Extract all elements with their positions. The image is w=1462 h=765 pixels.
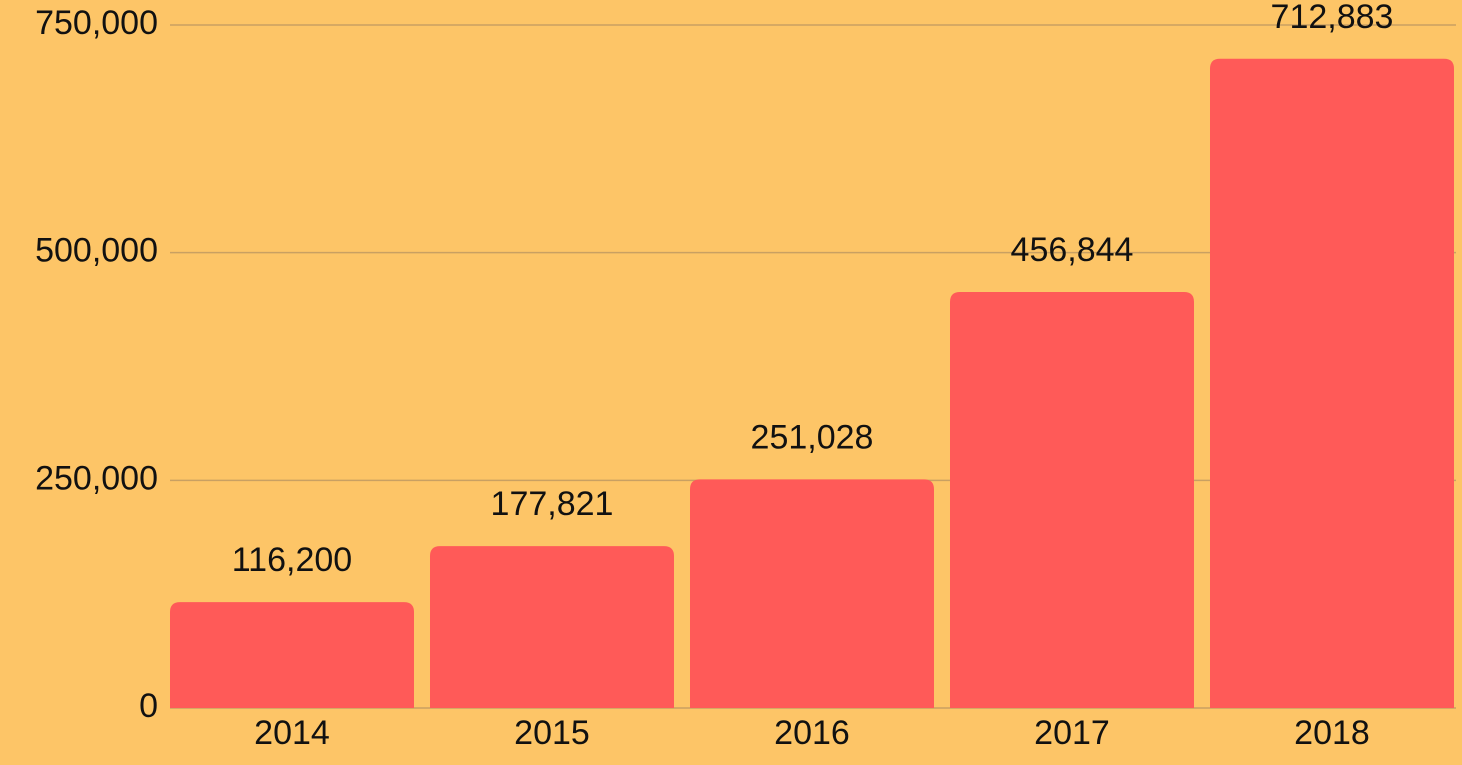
- bar: [950, 291, 1194, 708]
- x-tick-label: 2018: [1294, 714, 1370, 752]
- value-label: 251,028: [751, 418, 874, 456]
- value-label: 177,821: [491, 485, 614, 523]
- value-label: 712,883: [1271, 0, 1394, 36]
- bar: [690, 479, 934, 708]
- y-tick-label: 250,000: [35, 459, 158, 497]
- value-label: 116,200: [232, 541, 352, 579]
- value-label: 456,844: [1011, 231, 1134, 269]
- bar: [170, 602, 414, 708]
- y-tick-label: 750,000: [35, 4, 158, 42]
- bar: [430, 546, 674, 708]
- x-tick-label: 2016: [774, 714, 850, 752]
- x-tick-label: 2015: [514, 714, 590, 752]
- x-tick-label: 2014: [254, 714, 330, 752]
- bar: [1210, 58, 1454, 709]
- y-tick-label: 0: [139, 687, 158, 725]
- y-tick-label: 500,000: [35, 232, 158, 270]
- x-tick-label: 2017: [1034, 714, 1110, 752]
